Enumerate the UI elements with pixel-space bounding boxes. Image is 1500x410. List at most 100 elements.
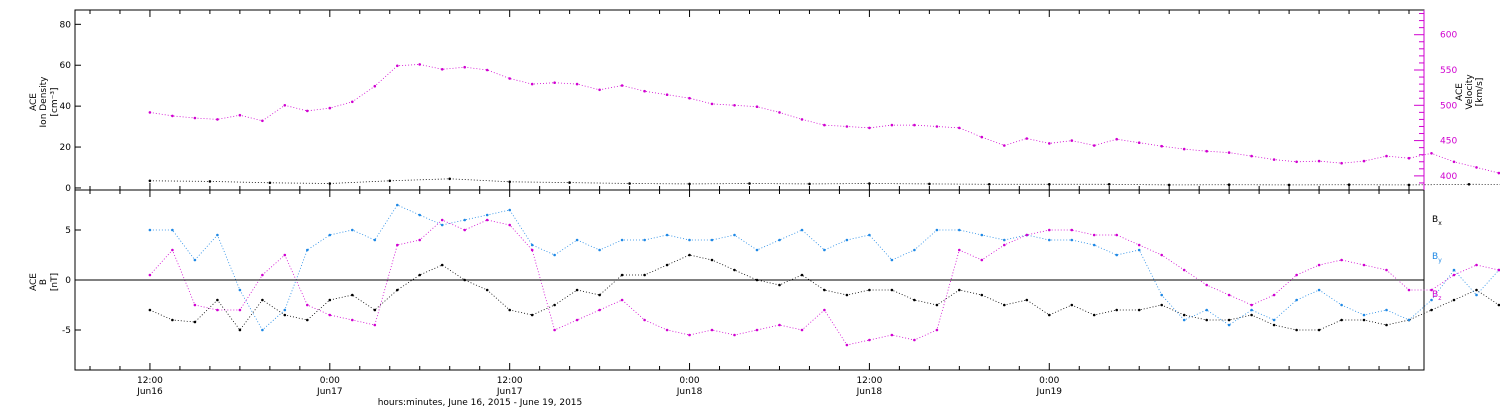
density-tick-label: 0 — [65, 184, 71, 194]
velocity-series-point — [1362, 159, 1366, 163]
field-tick-label: 0 — [65, 276, 71, 286]
bz-series-point — [890, 333, 894, 337]
velocity-series-point — [1250, 154, 1253, 158]
bz-series-point — [1497, 268, 1500, 272]
density-label-line2: Ion Density — [39, 76, 49, 128]
velocity-tick-label: 400 — [1440, 172, 1457, 182]
field-label-line1: ACE — [29, 273, 39, 291]
velocity-label-line2: Velocity — [1465, 74, 1475, 110]
density-series-point — [328, 182, 332, 185]
velocity-series-point — [553, 81, 556, 84]
velocity-series-point — [1497, 171, 1500, 175]
day-tick-label: Jun19 — [1036, 387, 1063, 397]
data-series — [148, 63, 1500, 347]
density-label-line3: [cm⁻³] — [50, 87, 60, 116]
velocity-tick-label: 500 — [1440, 101, 1457, 111]
by-series-point — [171, 228, 174, 232]
bx-series-point — [890, 288, 894, 292]
velocity-label-line3: [km/s] — [1475, 78, 1485, 107]
density-series-point — [1227, 183, 1231, 186]
top-panel-frame — [74, 9, 1425, 191]
density-series-point — [688, 182, 691, 186]
day-tick-label: Jun17 — [496, 387, 523, 397]
velocity-tick-label: 450 — [1440, 137, 1457, 147]
velocity-series-point — [1272, 158, 1276, 161]
bz-series-point — [1475, 263, 1478, 267]
velocity-series-point — [710, 102, 714, 106]
by-series — [148, 203, 1500, 332]
bx-series-point — [1227, 318, 1231, 322]
density-series-point — [1407, 183, 1411, 187]
density-series-point — [1048, 183, 1051, 186]
velocity-series-point — [755, 105, 759, 108]
bx-series-point — [351, 293, 354, 297]
density-series-point — [1347, 183, 1351, 186]
density-series-point — [448, 177, 452, 181]
bz-series-point — [1070, 228, 1074, 232]
bx-series-point — [1317, 328, 1321, 332]
density-series-point — [508, 180, 512, 184]
by-series-point — [1092, 243, 1096, 247]
bx-series-point — [396, 288, 399, 292]
velocity-series-point — [1092, 144, 1096, 147]
by-series-point — [755, 248, 759, 252]
density-series-point — [808, 182, 811, 186]
velocity-series-point — [1025, 137, 1029, 140]
velocity-series-point — [530, 82, 534, 86]
bx-series-point — [418, 273, 422, 277]
bz-series-point — [1340, 258, 1343, 262]
velocity-series-point — [216, 118, 219, 121]
velocity-series-point — [148, 111, 152, 114]
bx-series-point — [913, 298, 916, 302]
by-series-point — [1048, 238, 1051, 242]
density-tick-label: 20 — [60, 143, 72, 153]
velocity-axis: 400 450 500 550 600 — [1414, 10, 1457, 190]
bx-series-trace — [149, 254, 1500, 331]
density-series-point — [388, 179, 392, 183]
velocity-series-point — [823, 123, 826, 127]
velocity-series-point — [1160, 144, 1163, 148]
day-tick-label: Jun17 — [316, 387, 343, 397]
velocity-series-point — [620, 84, 624, 87]
density-series-point — [568, 181, 571, 184]
bz-series-point — [1092, 233, 1096, 237]
bx-series-point — [553, 303, 556, 307]
velocity-series-point — [396, 64, 399, 68]
by-series-point — [665, 233, 669, 237]
by-series-point — [1137, 248, 1141, 252]
bz-series-point — [755, 328, 759, 332]
velocity-tick-label: 550 — [1440, 66, 1457, 76]
by-series-point — [1452, 268, 1456, 272]
bz-series-point — [1452, 273, 1456, 277]
bx-series-point — [1115, 308, 1118, 312]
by-series-point — [418, 213, 422, 217]
bz-series-point — [1362, 263, 1366, 267]
time-tick-label: 0:00 — [1039, 376, 1059, 386]
velocity-series-point — [508, 77, 512, 80]
bz-series-point — [1430, 288, 1433, 292]
velocity-series-point — [1048, 142, 1051, 145]
bx-series-point — [1340, 318, 1343, 322]
field-tick-label: 5 — [65, 226, 71, 236]
velocity-series — [148, 63, 1500, 175]
velocity-series-point — [1070, 139, 1074, 142]
field-axis: -5 0 5 — [62, 226, 81, 336]
by-series-point — [553, 253, 556, 257]
bz-series-point — [710, 328, 714, 332]
velocity-series-point — [306, 109, 309, 113]
density-series-point — [868, 182, 871, 185]
bx-series-point — [778, 283, 781, 287]
bz-series-point — [216, 308, 219, 312]
by-series-point — [643, 238, 646, 242]
velocity-series-point — [575, 82, 579, 86]
density-axis: 0 20 40 60 80 — [60, 20, 81, 194]
bx-series-point — [620, 273, 624, 277]
velocity-series-point — [261, 119, 264, 123]
bz-series-point — [373, 323, 377, 327]
bx-series-point — [1137, 308, 1141, 312]
density-series-point — [1287, 183, 1291, 187]
velocity-tick-label: 600 — [1440, 31, 1457, 41]
by-series-point — [463, 218, 467, 222]
by-series-point — [306, 248, 309, 252]
day-tick-label: Jun18 — [676, 387, 703, 397]
